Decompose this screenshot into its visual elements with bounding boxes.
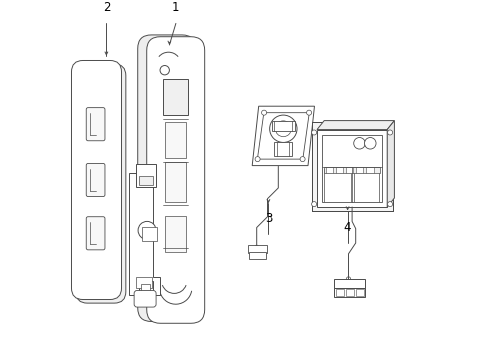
FancyBboxPatch shape <box>138 35 196 321</box>
Text: 4: 4 <box>344 221 351 234</box>
Bar <box>317 130 387 207</box>
Circle shape <box>138 221 156 239</box>
Bar <box>249 252 266 259</box>
Circle shape <box>312 202 317 207</box>
Bar <box>346 167 353 172</box>
Text: 1: 1 <box>172 1 180 14</box>
Circle shape <box>388 202 392 207</box>
Bar <box>336 289 344 296</box>
Circle shape <box>312 130 317 135</box>
Bar <box>248 245 267 253</box>
Polygon shape <box>129 173 160 295</box>
Bar <box>322 135 382 202</box>
Circle shape <box>254 245 259 249</box>
Circle shape <box>307 110 312 115</box>
FancyBboxPatch shape <box>72 60 122 300</box>
Bar <box>324 167 380 173</box>
Bar <box>326 167 333 172</box>
FancyBboxPatch shape <box>134 291 156 307</box>
Circle shape <box>346 277 351 281</box>
Polygon shape <box>317 121 394 130</box>
Bar <box>136 164 156 187</box>
Text: 2: 2 <box>102 1 110 14</box>
Circle shape <box>388 130 392 135</box>
Bar <box>354 168 379 202</box>
Circle shape <box>160 66 170 75</box>
Bar <box>165 162 186 202</box>
Bar <box>336 167 343 172</box>
Bar <box>165 216 186 252</box>
Bar <box>163 79 188 115</box>
Circle shape <box>255 157 260 162</box>
Bar <box>141 284 150 293</box>
Bar <box>334 288 365 297</box>
Circle shape <box>262 110 267 115</box>
Bar <box>324 168 351 202</box>
FancyBboxPatch shape <box>86 217 105 250</box>
Polygon shape <box>252 106 315 166</box>
Bar <box>274 142 293 156</box>
Text: 3: 3 <box>265 212 272 225</box>
Polygon shape <box>257 113 309 159</box>
Bar <box>356 167 364 172</box>
Bar <box>139 176 153 185</box>
Bar <box>346 289 354 296</box>
Bar <box>272 121 295 131</box>
FancyBboxPatch shape <box>76 64 126 303</box>
Circle shape <box>270 115 297 143</box>
FancyBboxPatch shape <box>147 37 205 323</box>
Polygon shape <box>387 121 394 207</box>
Bar <box>334 279 365 288</box>
Circle shape <box>354 138 365 149</box>
Circle shape <box>275 121 291 137</box>
Bar <box>143 227 157 241</box>
Circle shape <box>365 138 376 149</box>
Bar <box>356 289 364 296</box>
FancyBboxPatch shape <box>86 163 105 197</box>
Bar <box>136 277 152 288</box>
Circle shape <box>300 157 305 162</box>
FancyBboxPatch shape <box>86 108 105 141</box>
Bar <box>312 122 392 211</box>
Bar <box>367 167 373 172</box>
Bar <box>312 122 392 211</box>
Bar <box>165 122 186 158</box>
